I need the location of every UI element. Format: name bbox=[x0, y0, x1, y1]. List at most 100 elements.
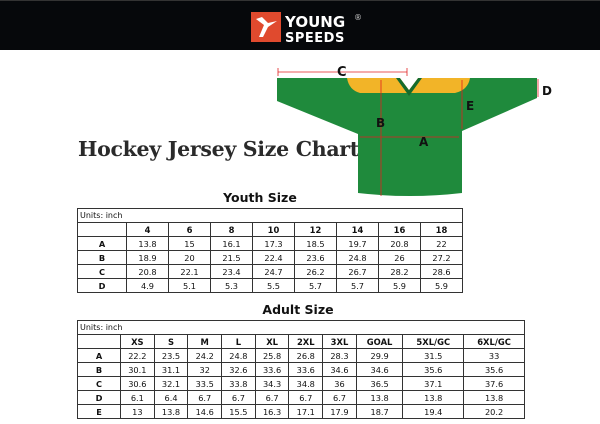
table-cell: 5.9 bbox=[420, 278, 463, 293]
table-cell: 28.3 bbox=[322, 348, 357, 363]
column-header bbox=[77, 334, 121, 349]
table-cell: 28.6 bbox=[420, 264, 463, 279]
table-cell: 20.8 bbox=[126, 264, 169, 279]
table-row: D 4.9 5.1 5.3 5.5 5.7 5.7 5.9 5.9 bbox=[77, 278, 463, 293]
column-header: 5XL/GC bbox=[402, 334, 465, 349]
column-header: 4 bbox=[126, 222, 169, 237]
table-cell: 33.6 bbox=[288, 362, 324, 377]
table-cell: 26.7 bbox=[336, 264, 379, 279]
table-cell: 18.7 bbox=[355, 404, 404, 419]
table-cell: 34.3 bbox=[254, 376, 290, 391]
brand-name-line2: SPEEDS bbox=[285, 31, 345, 45]
table-cell: 27.2 bbox=[420, 250, 463, 265]
table-cell: 13.8 bbox=[463, 390, 525, 405]
column-header: L bbox=[221, 334, 256, 349]
table-cell: 31.1 bbox=[153, 362, 189, 377]
table-cell: 30.6 bbox=[120, 376, 155, 391]
table-cell: 20.2 bbox=[463, 404, 525, 419]
table-cell: 23.6 bbox=[294, 250, 337, 265]
table-cell: 29.9 bbox=[355, 348, 404, 363]
table-row: C 20.8 22.1 23.4 24.7 26.2 26.7 28.2 28.6 bbox=[77, 264, 463, 279]
table-cell: 23.5 bbox=[153, 348, 189, 363]
table-cell: 23.4 bbox=[210, 264, 253, 279]
header-bar: YOUNG SPEEDS ® bbox=[0, 0, 600, 50]
row-label: E bbox=[77, 404, 121, 419]
table-cell: 32.6 bbox=[221, 362, 256, 377]
table-cell: 25.8 bbox=[254, 348, 290, 363]
column-header: S bbox=[153, 334, 189, 349]
table-cell: 26.2 bbox=[294, 264, 337, 279]
table-cell: 22.4 bbox=[252, 250, 295, 265]
table-cell: 26 bbox=[378, 250, 421, 265]
column-header: 6 bbox=[168, 222, 211, 237]
table-cell: 15 bbox=[168, 236, 211, 251]
table-cell: 26.8 bbox=[288, 348, 324, 363]
table-cell: 13.8 bbox=[402, 390, 465, 405]
jersey-diagram: C B A E D bbox=[277, 65, 552, 196]
column-header: 18 bbox=[420, 222, 463, 237]
registered-mark: ® bbox=[354, 13, 362, 22]
table-cell: 5.3 bbox=[210, 278, 253, 293]
table-cell: 37.1 bbox=[402, 376, 465, 391]
table-cell: 33.5 bbox=[187, 376, 223, 391]
measure-label-b: B bbox=[376, 116, 385, 130]
table-cell: 16.1 bbox=[210, 236, 253, 251]
row-label: C bbox=[77, 264, 127, 279]
adult-size-table: Units: inch XS S M L XL 2XL 3XL GOAL 5XL/GC 6XL/GC… bbox=[77, 320, 525, 419]
column-header: XL bbox=[254, 334, 290, 349]
adult-size-heading: Adult Size bbox=[262, 302, 334, 317]
table-cell: 13.8 bbox=[126, 236, 169, 251]
table-cell: 22.2 bbox=[120, 348, 155, 363]
table-cell: 5.5 bbox=[252, 278, 295, 293]
table-cell: 37.6 bbox=[463, 376, 525, 391]
table-cell: 5.9 bbox=[378, 278, 421, 293]
row-label: C bbox=[77, 376, 121, 391]
table-row: B 18.9 20 21.5 22.4 23.6 24.8 26 27.2 bbox=[77, 250, 463, 265]
table-cell: 17.3 bbox=[252, 236, 295, 251]
table-cell: 33.6 bbox=[254, 362, 290, 377]
table-cell: 20 bbox=[168, 250, 211, 265]
column-header: 12 bbox=[294, 222, 337, 237]
column-header: GOAL bbox=[355, 334, 404, 349]
table-cell: 32.1 bbox=[153, 376, 189, 391]
column-header: 14 bbox=[336, 222, 379, 237]
table-cell: 35.6 bbox=[463, 362, 525, 377]
table-cell: 31.5 bbox=[402, 348, 465, 363]
table-cell: 6.7 bbox=[322, 390, 357, 405]
table-cell: 34.8 bbox=[288, 376, 324, 391]
table-cell: 15.5 bbox=[221, 404, 256, 419]
youth-size-heading: Youth Size bbox=[223, 190, 297, 205]
table-cell: 5.7 bbox=[294, 278, 337, 293]
table-cell: 18.5 bbox=[294, 236, 337, 251]
table-cell: 6.7 bbox=[187, 390, 223, 405]
row-label: B bbox=[77, 250, 127, 265]
column-header bbox=[77, 222, 127, 237]
header-row: 4 6 8 10 12 14 16 18 bbox=[77, 222, 463, 237]
table-cell: 34.6 bbox=[355, 362, 404, 377]
table-cell: 13.8 bbox=[153, 404, 189, 419]
table-row: E 13 13.8 14.6 15.5 16.3 17.1 17.9 18.7 19.4 20.2 bbox=[77, 404, 525, 419]
row-label: D bbox=[77, 278, 127, 293]
table-cell: 5.7 bbox=[336, 278, 379, 293]
table-cell: 17.1 bbox=[288, 404, 324, 419]
measure-label-a: A bbox=[419, 135, 429, 149]
table-cell: 33.8 bbox=[221, 376, 256, 391]
page-title: Hockey Jersey Size Chart bbox=[78, 137, 359, 161]
column-header: 16 bbox=[378, 222, 421, 237]
table-row: C 30.6 32.1 33.5 33.8 34.3 34.8 36 36.5 37.1 37.6 bbox=[77, 376, 525, 391]
table-cell: 36 bbox=[322, 376, 357, 391]
table-cell: 6.7 bbox=[254, 390, 290, 405]
table-cell: 28.2 bbox=[378, 264, 421, 279]
table-cell: 21.5 bbox=[210, 250, 253, 265]
table-cell: 6.7 bbox=[221, 390, 256, 405]
units-label: Units: inch bbox=[77, 320, 525, 335]
column-header: 3XL bbox=[322, 334, 357, 349]
header-row: XS S M L XL 2XL 3XL GOAL 5XL/GC 6XL/GC bbox=[77, 334, 525, 349]
table-cell: 30.1 bbox=[120, 362, 155, 377]
row-label: A bbox=[77, 236, 127, 251]
table-cell: 20.8 bbox=[378, 236, 421, 251]
table-cell: 13 bbox=[120, 404, 155, 419]
row-label: A bbox=[77, 348, 121, 363]
table-cell: 6.7 bbox=[288, 390, 324, 405]
measure-label-d: D bbox=[542, 84, 552, 98]
